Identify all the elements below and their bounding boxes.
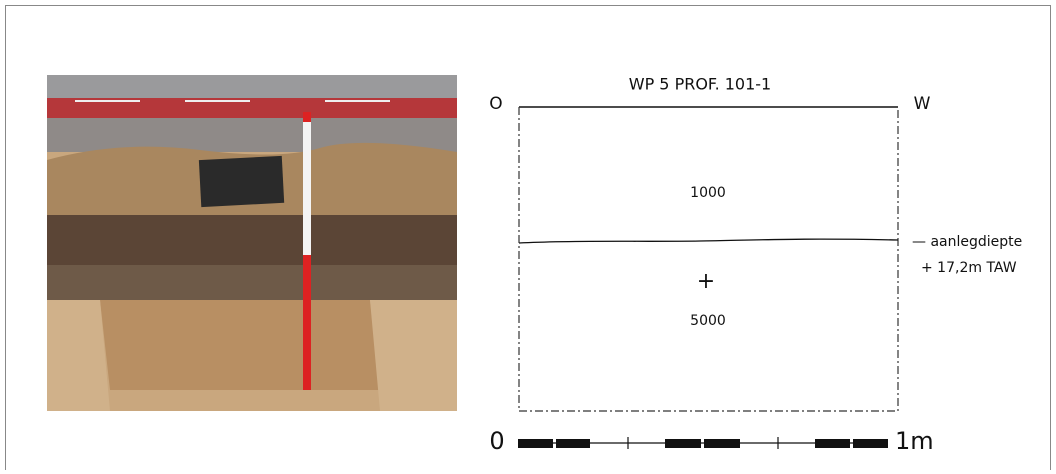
profile: [518, 106, 899, 412]
layer-label: 1000: [690, 185, 726, 201]
layer-label: 5000: [690, 313, 726, 329]
level-height: + 17,2m TAW: [921, 260, 1017, 276]
orientation-left: O: [489, 94, 502, 114]
centre-mark: +: [697, 269, 715, 294]
scale-bar: [518, 437, 888, 449]
level-label: — aanlegdiepte: [912, 234, 1022, 250]
frame: [5, 5, 1051, 474]
orientation-right: W: [914, 94, 931, 114]
scale-end: 1m: [895, 427, 934, 455]
scale-start: 0: [489, 427, 504, 455]
photo: [47, 75, 457, 411]
drawing-title: WP 5 PROF. 101-1: [629, 75, 771, 94]
